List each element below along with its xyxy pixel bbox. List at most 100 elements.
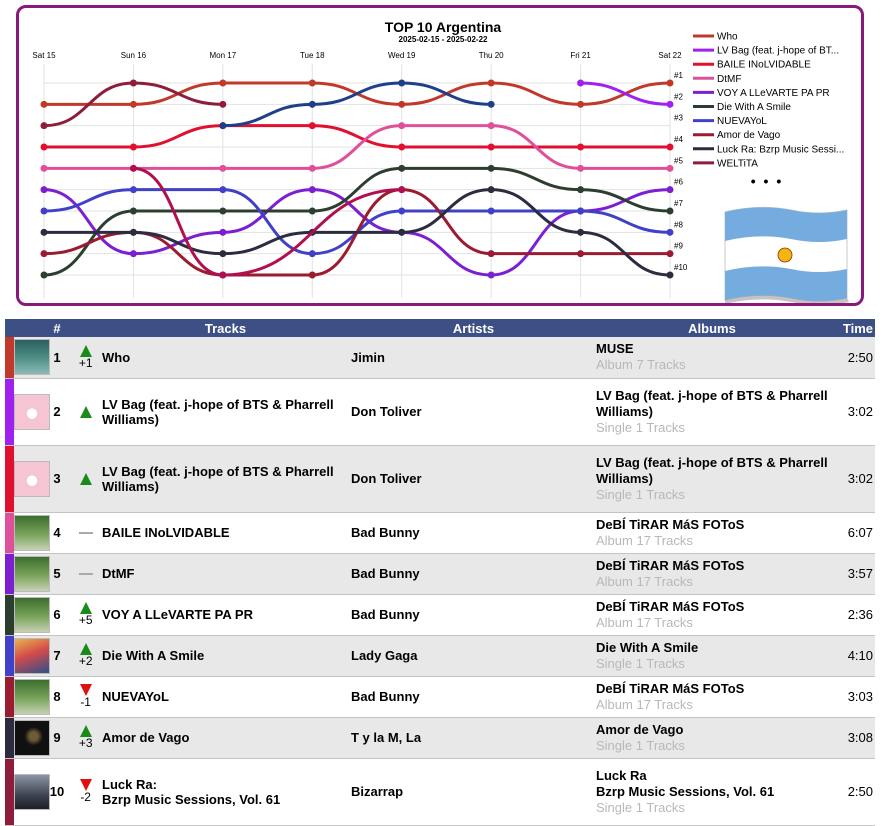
album-meta: Album 17 Tracks (596, 696, 693, 712)
track-duration: 4:10 (847, 648, 873, 663)
table-row[interactable]: 1 +1 Who Jimin MUSE Album 7 Tracks 2:50 (5, 337, 875, 378)
cover-cell (14, 717, 50, 758)
rank-number: 10 (49, 784, 65, 799)
album-cell[interactable]: MUSE Album 7 Tracks (596, 337, 828, 378)
row-color-band (5, 512, 14, 553)
album-cell[interactable]: LV Bag (feat. j-hope of BTS & Pharrell W… (596, 378, 828, 445)
artist-name[interactable]: T y la M, La (351, 730, 422, 745)
tracks-table: # Tracks Artists Albums Time 1 +1 Who Jimin… (5, 319, 875, 826)
rank-up-icon (79, 602, 92, 614)
artist-name[interactable]: Bizarrap (351, 784, 404, 799)
header-num[interactable]: # (14, 319, 100, 337)
series-line (579, 81, 672, 106)
x-tick-label: Mon 17 (210, 51, 237, 60)
series-point (219, 207, 227, 215)
legend-label: Die With A Smile (717, 102, 791, 113)
artist-name[interactable]: Don Toliver (351, 404, 422, 419)
series-point (666, 228, 674, 236)
album-cell[interactable]: DeBÍ TiRAR MáS FOToS Album 17 Tracks (596, 594, 828, 635)
album-cell[interactable]: DeBÍ TiRAR MáS FOToS Album 17 Tracks (596, 512, 828, 553)
table-row[interactable]: 9 +3 Amor de Vago T y la M, La Amor de Vago S… (5, 717, 875, 758)
series-point (666, 100, 674, 108)
track-duration: 2:50 (847, 349, 873, 365)
cover-cell (14, 594, 50, 635)
series-point (577, 100, 585, 108)
table-row[interactable]: 5 DtMF Bad Bunny DeBÍ TiRAR MáS FOToS Album … (5, 553, 875, 594)
header-time[interactable]: Time (828, 319, 875, 337)
cover-cell (14, 635, 50, 676)
cover-cell (14, 445, 50, 512)
artist-name[interactable]: Bad Bunny (351, 607, 420, 622)
album-cell[interactable]: Amor de Vago Single 1 Tracks (596, 717, 828, 758)
cover-cell (14, 676, 50, 717)
album-cover[interactable] (14, 596, 50, 633)
artist-name[interactable]: Bad Bunny (351, 525, 420, 540)
series-point (398, 143, 406, 151)
header-albums[interactable]: Albums (596, 319, 828, 337)
table-row[interactable]: 8 -1 NUEVAYoL Bad Bunny DeBÍ TiRAR MáS FOToS… (5, 676, 875, 717)
artist-name[interactable]: Jimin (351, 349, 385, 365)
rank-movement (71, 445, 100, 512)
album-cover[interactable] (14, 393, 50, 430)
header-tracks[interactable]: Tracks (100, 319, 351, 337)
track-title[interactable]: Who (102, 349, 131, 365)
track-title[interactable]: Amor de Vago (102, 730, 190, 745)
track-title[interactable]: Luck Ra: Bzrp Music Sessions, Vol. 61 (102, 776, 281, 807)
series-point (487, 207, 495, 215)
row-color-band (5, 445, 14, 512)
series-point (40, 186, 48, 194)
album-cover[interactable] (14, 339, 50, 376)
album-cover[interactable] (14, 460, 50, 497)
album-cell[interactable]: Luck Ra Bzrp Music Sessions, Vol. 61 Singl… (596, 758, 828, 825)
album-cell[interactable]: Die With A Smile Single 1 Tracks (596, 635, 828, 676)
album-cover[interactable] (14, 637, 50, 674)
album-cell[interactable]: LV Bag (feat. j-hope of BTS & Pharrell W… (596, 445, 828, 512)
track-title[interactable]: LV Bag (feat. j-hope of BTS & Pharrell W… (102, 396, 334, 427)
series-line (42, 188, 672, 256)
header-artists[interactable]: Artists (351, 319, 596, 337)
track-duration: 3:03 (847, 689, 873, 704)
series-point (129, 100, 137, 108)
series-point (219, 228, 227, 236)
track-title[interactable]: Die With A Smile (102, 648, 205, 663)
album-cover[interactable] (14, 773, 50, 810)
track-title[interactable]: VOY A LLeVARTE PA PR (102, 607, 253, 622)
track-title[interactable]: DtMF (102, 566, 135, 581)
series-point (219, 100, 227, 108)
series-point (398, 164, 406, 172)
legend-label: Luck Ra: Bzrp Music Sessi... (717, 144, 844, 155)
rank-up-icon (79, 643, 92, 655)
track-duration: 3:02 (847, 471, 873, 486)
album-cover[interactable] (14, 514, 50, 551)
track-title[interactable]: NUEVAYoL (102, 689, 169, 704)
rank-label: #4 (674, 135, 683, 144)
artist-name[interactable]: Lady Gaga (351, 648, 418, 663)
track-title[interactable]: BAILE INoLVIDABLE (102, 525, 230, 540)
series-point (129, 207, 137, 215)
rank-up-icon (79, 725, 92, 737)
series-point (666, 186, 674, 194)
table-row[interactable]: 4 BAILE INoLVIDABLE Bad Bunny DeBÍ TiRAR Má… (5, 512, 875, 553)
album-cover[interactable] (14, 719, 50, 756)
album-cell[interactable]: DeBÍ TiRAR MáS FOToS Album 17 Tracks (596, 676, 828, 717)
rank-change: -2 (80, 790, 91, 804)
album-cover[interactable] (14, 555, 50, 592)
artist-name[interactable]: Bad Bunny (351, 689, 420, 704)
artist-name[interactable]: Bad Bunny (351, 566, 420, 581)
table-row[interactable]: 10 -2 Luck Ra: Bzrp Music Sessions, Vol. 61… (5, 758, 875, 825)
table-row[interactable]: 2 LV Bag (feat. j-hope of BTS & Pharrell … (5, 378, 875, 445)
table-row[interactable]: 6 +5 VOY A LLeVARTE PA PR Bad Bunny DeBÍ TiR… (5, 594, 875, 635)
row-color-band (5, 676, 14, 717)
album-cell[interactable]: DeBÍ TiRAR MáS FOToS Album 17 Tracks (596, 553, 828, 594)
table-row[interactable]: 3 LV Bag (feat. j-hope of BTS & Pharrell … (5, 445, 875, 512)
track-title[interactable]: LV Bag (feat. j-hope of BTS & Pharrell W… (102, 463, 334, 494)
rank-movement (71, 378, 100, 445)
series-point (40, 228, 48, 236)
table-row[interactable]: 7 +2 Die With A Smile Lady Gaga Die With A S… (5, 635, 875, 676)
series-point (129, 79, 137, 87)
x-tick-label: Wed 19 (388, 51, 416, 60)
artist-name[interactable]: Don Toliver (351, 471, 422, 486)
series-point (666, 164, 674, 172)
album-cover[interactable] (14, 678, 50, 715)
rank-change: +5 (78, 613, 93, 627)
